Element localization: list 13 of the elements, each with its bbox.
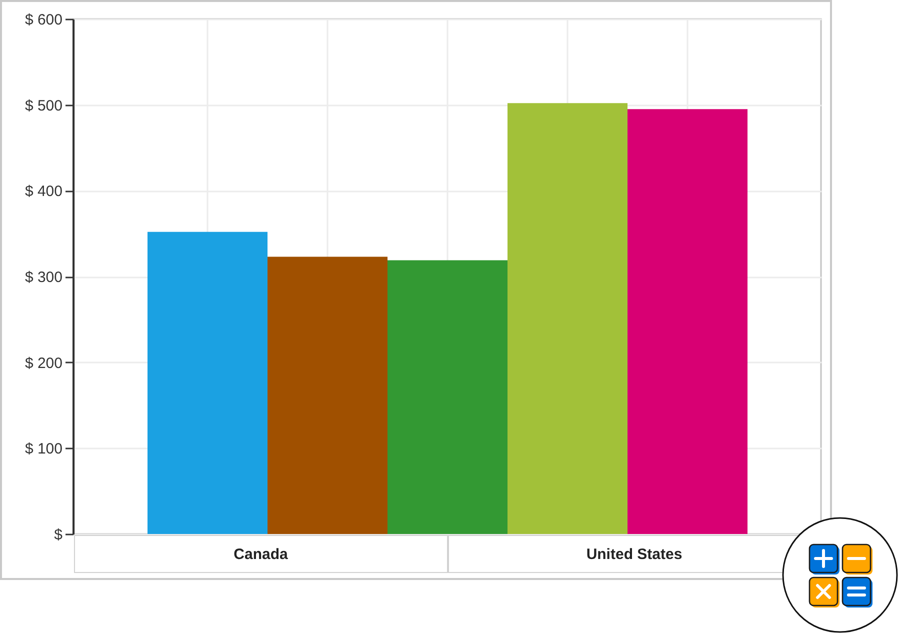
y-tick-label: $ 600 [24, 12, 62, 28]
bar [388, 260, 508, 534]
y-tick-label: $ 400 [24, 183, 62, 200]
y-tick-label: $ 100 [24, 440, 62, 458]
y-tick-label: $ 300 [24, 269, 62, 286]
y-tick-label: $ 200 [24, 354, 62, 372]
bar [148, 232, 268, 534]
y-tick-label: $ [54, 526, 64, 544]
bar [508, 103, 628, 534]
bar [268, 256, 388, 534]
label-cell: Canada [74, 535, 448, 573]
bar [628, 109, 748, 534]
y-tick-label: $ 500 [24, 97, 62, 114]
